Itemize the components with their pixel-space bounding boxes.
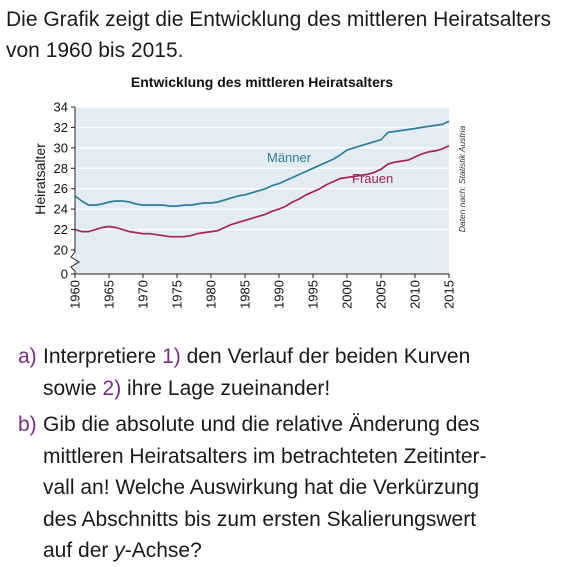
task-text-segment: auf der [43, 539, 115, 562]
task-text-segment: des Abschnitts bis zum ersten Skalierung… [43, 507, 477, 531]
y-tick-label: 24 [54, 202, 68, 217]
series-line-frauen [74, 145, 450, 238]
y-axis-break [70, 251, 80, 272]
x-tick-label: 2010 [408, 280, 423, 309]
task-a: a) Interpretiere 1) den Verlauf der beid… [18, 341, 470, 404]
x-tick-label: 1965 [102, 280, 117, 309]
source-note: Daten nach: Statistik Austria [457, 126, 467, 233]
series-label-maenner: Männer [267, 150, 312, 165]
task-text-segment: Interpretiere [43, 345, 163, 368]
y-tick-label: 30 [54, 140, 68, 155]
task-text-segment: vall an! Welche Auswirkung hat die Verkü… [43, 476, 480, 499]
intro-text: Die Grafik zeigt die Entwicklung des mit… [6, 8, 552, 62]
task-text-segment: mittleren Heiratsalters im betrachteten … [43, 444, 487, 468]
task-line: Interpretiere 1) den Verlauf der beiden … [43, 341, 470, 373]
chart-title: Entwicklung des mittleren Heiratsalters [131, 74, 393, 90]
y-tick-label: 22 [54, 222, 68, 237]
x-tick-label: 1990 [272, 280, 287, 309]
x-tick-label: 1985 [238, 280, 253, 309]
task-text-segment: sowie [43, 376, 103, 400]
task-line: mittleren Heiratsalters im betrachteten … [43, 441, 487, 473]
task-text-segment: den Verlauf der beiden Kurven [180, 345, 471, 368]
y-tick-label: 32 [54, 120, 68, 135]
task-b-body: Gib die absolute und die relative Änderu… [43, 409, 487, 567]
y-tick-label: 34 [54, 100, 68, 115]
y-tick-label: 26 [54, 181, 68, 196]
x-tick-label: 2015 [442, 280, 457, 309]
task-b-letter: b) [18, 413, 37, 436]
task-a-body: Interpretiere 1) den Verlauf der beiden … [43, 341, 470, 404]
series-line-maenner [74, 120, 450, 207]
task-line: sowie 2) ihre Lage zueinander! [43, 373, 470, 405]
x-tick-label: 1995 [306, 280, 321, 309]
task-text-segment: Gib die absolute und die relative Änderu… [43, 413, 480, 436]
y-tick-label: 20 [54, 243, 68, 258]
x-tick-label: 2000 [340, 280, 355, 309]
task-line: vall an! Welche Auswirkung hat die Verkü… [43, 472, 487, 504]
task-line: des Abschnitts bis zum ersten Skalierung… [43, 504, 487, 536]
task-line: Gib die absolute und die relative Änderu… [43, 409, 487, 441]
task-text-segment: 2) [102, 376, 122, 400]
x-tick-label: 1980 [204, 280, 219, 309]
x-tick-label: 1975 [170, 280, 185, 309]
x-tick-label: 1960 [68, 280, 83, 309]
task-text-segment: y [114, 539, 125, 562]
series-label-frauen: Frauen [352, 171, 393, 186]
task-text-segment: 1) [162, 345, 181, 368]
line-chart: Entwicklung des mittleren Heiratsalters 0… [32, 74, 467, 309]
x-tick-label: 1970 [136, 280, 151, 309]
y-axis-label: Heiratsalter [32, 143, 48, 215]
task-a-letter: a) [18, 345, 37, 368]
task-b: b) Gib die absolute und die relative Änd… [18, 409, 487, 567]
y-tick-label: 28 [54, 161, 68, 176]
y-tick-label: 0 [61, 267, 68, 282]
task-text-segment: ihre Lage zueinander! [121, 376, 331, 400]
x-tick-label: 2005 [374, 280, 389, 309]
task-line: auf der y-Achse? [43, 535, 487, 567]
task-text-segment: -Achse? [124, 539, 202, 562]
